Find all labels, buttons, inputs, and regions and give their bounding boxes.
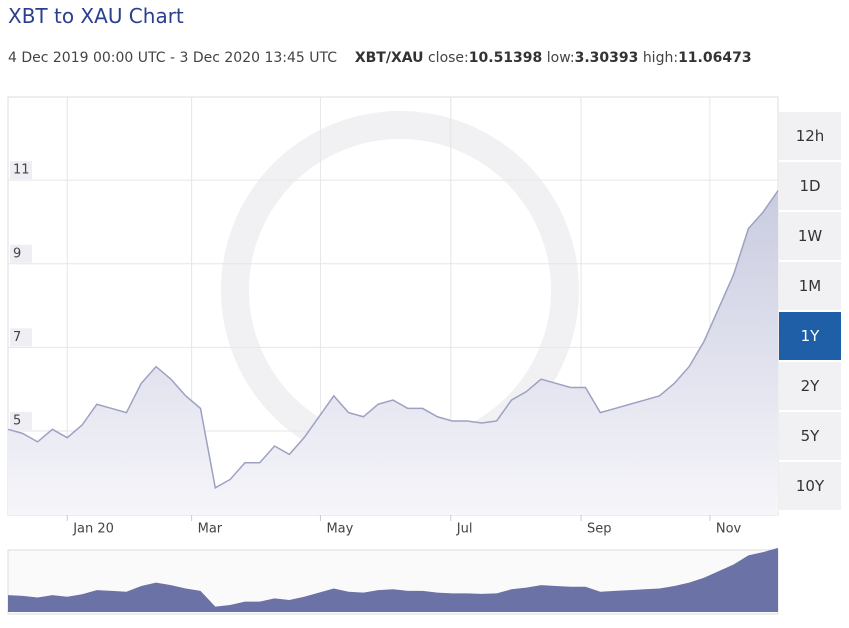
period-button[interactable]: 10Y — [779, 462, 841, 510]
line — [7, 190, 779, 489]
stat-label: high: — [642, 50, 679, 66]
x-tick-label: May — [326, 522, 353, 537]
period-button[interactable]: 5Y — [779, 412, 841, 460]
period-button[interactable]: 1M — [779, 262, 841, 310]
area-fill — [8, 190, 778, 515]
y-tick-label: 9 — [13, 246, 21, 261]
x-tick-label: Nov — [716, 522, 742, 537]
stat-value: 3.30393 — [574, 50, 639, 66]
y-tick-label: 7 — [13, 330, 21, 345]
x-tick-label: Sep — [587, 522, 612, 537]
stat-label: low: — [546, 50, 575, 66]
stat-value: 10.51398 — [468, 50, 543, 66]
period-button[interactable]: 1D — [779, 162, 841, 210]
page-title: XBT to XAU Chart — [8, 4, 184, 28]
subtitle: 4 Dec 2019 00:00 UTC - 3 Dec 2020 13:45 … — [8, 50, 752, 66]
y-tick-bg — [10, 161, 32, 180]
y-tick-bg — [10, 328, 32, 347]
period-button[interactable]: 2Y — [779, 362, 841, 410]
period-selector: 12h 1D 1W 1M 1Y 2Y 5Y 10Y — [779, 112, 841, 512]
x-tick-label: Jan 20 — [72, 522, 114, 537]
period-button[interactable]: 1Y — [779, 312, 841, 360]
y-tick-label: 5 — [13, 413, 21, 428]
period-button[interactable]: 1W — [779, 212, 841, 260]
y-tick-label: 11 — [13, 163, 30, 178]
period-button[interactable]: 12h — [779, 112, 841, 160]
stat-value: 11.06473 — [678, 50, 752, 66]
navigator-area — [8, 547, 778, 612]
date-range: 4 Dec 2019 00:00 UTC - 3 Dec 2020 13:45 … — [8, 50, 338, 66]
stat-label: close: — [427, 50, 469, 66]
pair: XBT/XAU — [354, 50, 424, 66]
y-tick-bg — [10, 411, 32, 430]
x-tick-label: Jul — [456, 522, 473, 537]
y-tick-bg — [10, 244, 32, 263]
x-tick-label: Mar — [198, 522, 223, 537]
